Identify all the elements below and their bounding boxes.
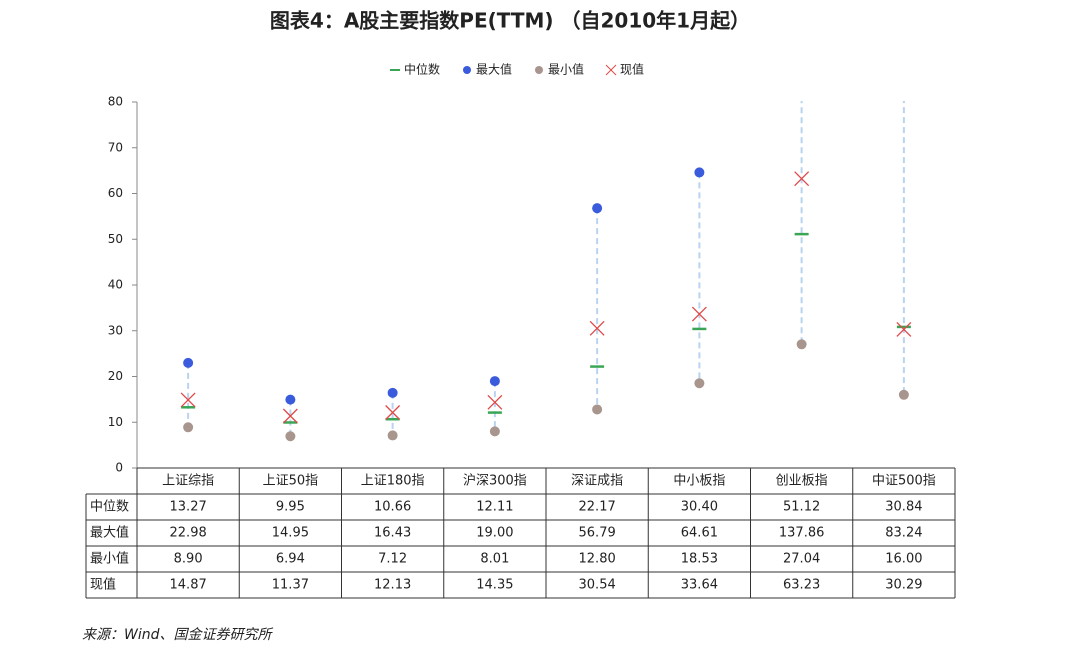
table-value: 137.86 [779,526,825,541]
dot-mark [694,378,705,389]
row-label: 中位数 [90,500,129,515]
row-label: 最小值 [90,551,129,567]
table-value: 83.24 [885,526,922,541]
table-value: 9.95 [276,500,305,515]
x-tick-label: 创业板指 [776,474,828,489]
dot-mark [183,357,194,368]
source-note: 来源：Wind、国金证券研究所 [82,627,273,643]
x-tick-label: 上证180指 [361,474,425,489]
y-tick-label: 80 [108,95,123,109]
dot-mark [285,431,296,442]
table-value: 16.43 [374,526,411,541]
table-value: 6.94 [276,552,305,567]
dot-mark [899,82,909,92]
dot-mark [183,422,194,433]
table-value: 63.23 [783,578,820,593]
table-value: 51.12 [783,500,820,515]
table-value: 7.12 [378,552,407,567]
table-value: 16.00 [885,552,922,567]
dot-mark [592,404,603,415]
current-mark [180,392,196,408]
x-tick-label: 深证成指 [571,474,623,489]
current-mark [589,320,605,336]
current-mark [487,394,503,410]
x-tick-label: 中证500指 [872,474,936,489]
table-value: 12.13 [374,578,411,593]
table-value: 11.37 [272,578,309,593]
y-tick-label: 0 [115,461,123,475]
table-value: 19.00 [476,526,513,541]
dot-mark [387,430,398,441]
y-tick-label: 10 [108,415,123,429]
current-mark [282,408,298,424]
table-value: 18.53 [681,552,718,567]
table-value: 13.27 [170,500,207,515]
table-value: 12.11 [476,500,513,515]
table-value: 14.35 [476,578,513,593]
dot-mark [285,394,296,405]
table-value: 33.64 [681,578,718,593]
current-mark [691,306,707,322]
dot-mark [489,376,500,387]
y-tick-label: 50 [108,232,123,246]
row-label: 现值 [90,577,116,593]
y-tick-label: 20 [108,369,123,383]
table-value: 22.17 [579,500,616,515]
dot-mark [387,387,398,398]
legend-label: 现值 [620,62,644,77]
x-tick-label: 中小板指 [673,474,725,489]
legend-label: 最大值 [476,62,512,77]
x-tick-label: 沪深300指 [463,473,527,489]
table-value: 8.90 [174,552,203,567]
x-tick-label: 上证综指 [162,474,214,489]
table-value: 10.66 [374,500,411,515]
table-value: 30.40 [681,500,718,515]
legend-marker [463,66,471,74]
table-value: 8.01 [480,552,509,567]
y-tick-label: 70 [108,140,123,154]
table-value: 56.79 [579,526,616,541]
table-value: 22.98 [170,526,207,541]
row-label: 最大值 [90,525,129,541]
y-tick-label: 60 [108,186,123,200]
table-value: 30.84 [885,500,922,515]
current-mark [794,171,810,187]
dot-mark [592,203,603,214]
table-value: 14.95 [272,526,309,541]
dot-mark [489,426,500,437]
table-value: 12.80 [579,552,616,567]
table-value: 27.04 [783,552,820,567]
plot-area [180,82,912,442]
table-value: 14.87 [170,578,207,593]
table-value: 30.54 [579,578,616,593]
current-mark [896,321,912,337]
dot-mark [796,339,807,350]
dot-mark [898,389,909,400]
current-mark [385,405,401,420]
chart-title: 图表4：A股主要指数PE(TTM) （自2010年1月起） [270,9,750,33]
y-tick-label: 30 [108,323,123,337]
legend-marker [605,64,617,76]
table-value: 64.61 [681,526,718,541]
legend-label: 中位数 [404,62,440,77]
x-tick-label: 上证50指 [263,474,319,489]
legend-label: 最小值 [548,62,584,77]
legend-marker [535,66,543,74]
table-value: 30.29 [885,578,922,593]
dot-mark [694,167,705,178]
y-tick-label: 40 [108,278,123,292]
